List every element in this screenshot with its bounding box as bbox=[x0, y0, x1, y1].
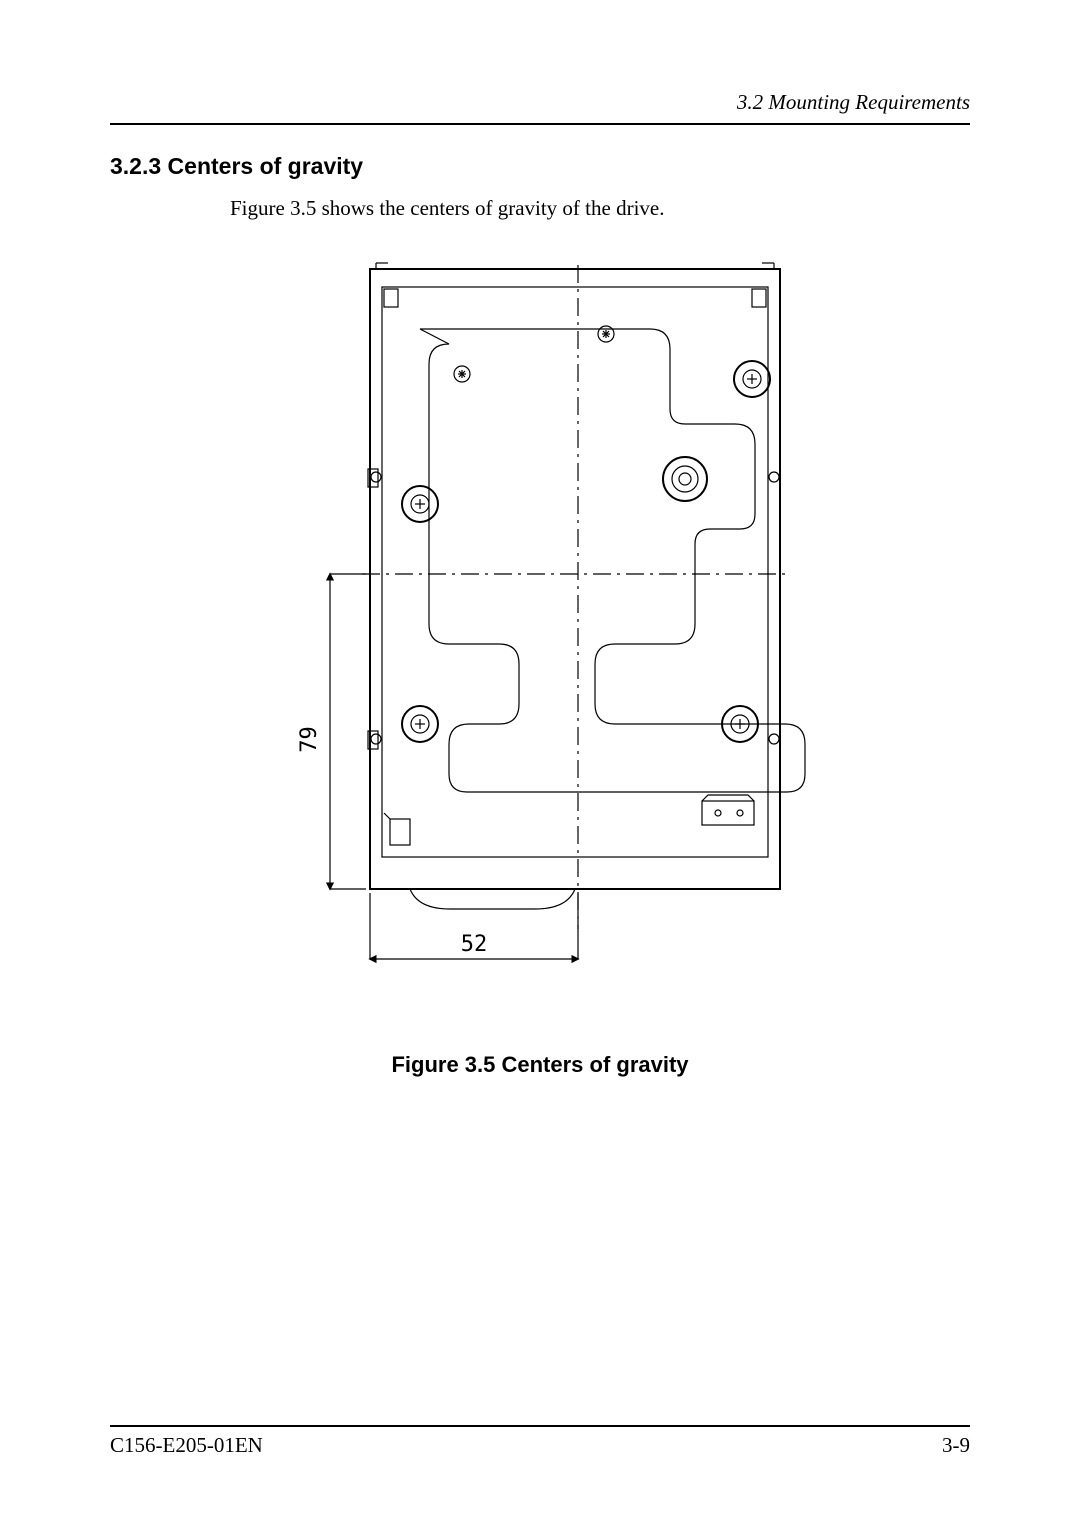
section-heading: 3.2.3 Centers of gravity bbox=[110, 153, 970, 180]
page-footer: C156-E205-01EN 3-9 bbox=[110, 1425, 970, 1458]
doc-id: C156-E205-01EN bbox=[110, 1433, 263, 1458]
svg-text:79: 79 bbox=[297, 726, 322, 753]
page-number: 3-9 bbox=[942, 1433, 970, 1458]
figure-container: 79 52 Figure 3.5 Centers of gravity bbox=[110, 259, 970, 1078]
header-rule bbox=[110, 123, 970, 125]
footer-rule bbox=[110, 1425, 970, 1427]
page: 3.2 Mounting Requirements 3.2.3 Centers … bbox=[0, 0, 1080, 1528]
section-paragraph: Figure 3.5 shows the centers of gravity … bbox=[230, 196, 970, 221]
svg-text:52: 52 bbox=[461, 932, 488, 957]
running-header: 3.2 Mounting Requirements bbox=[110, 90, 970, 115]
centers-of-gravity-diagram: 79 52 bbox=[260, 259, 820, 1009]
figure-caption: Figure 3.5 Centers of gravity bbox=[110, 1052, 970, 1078]
